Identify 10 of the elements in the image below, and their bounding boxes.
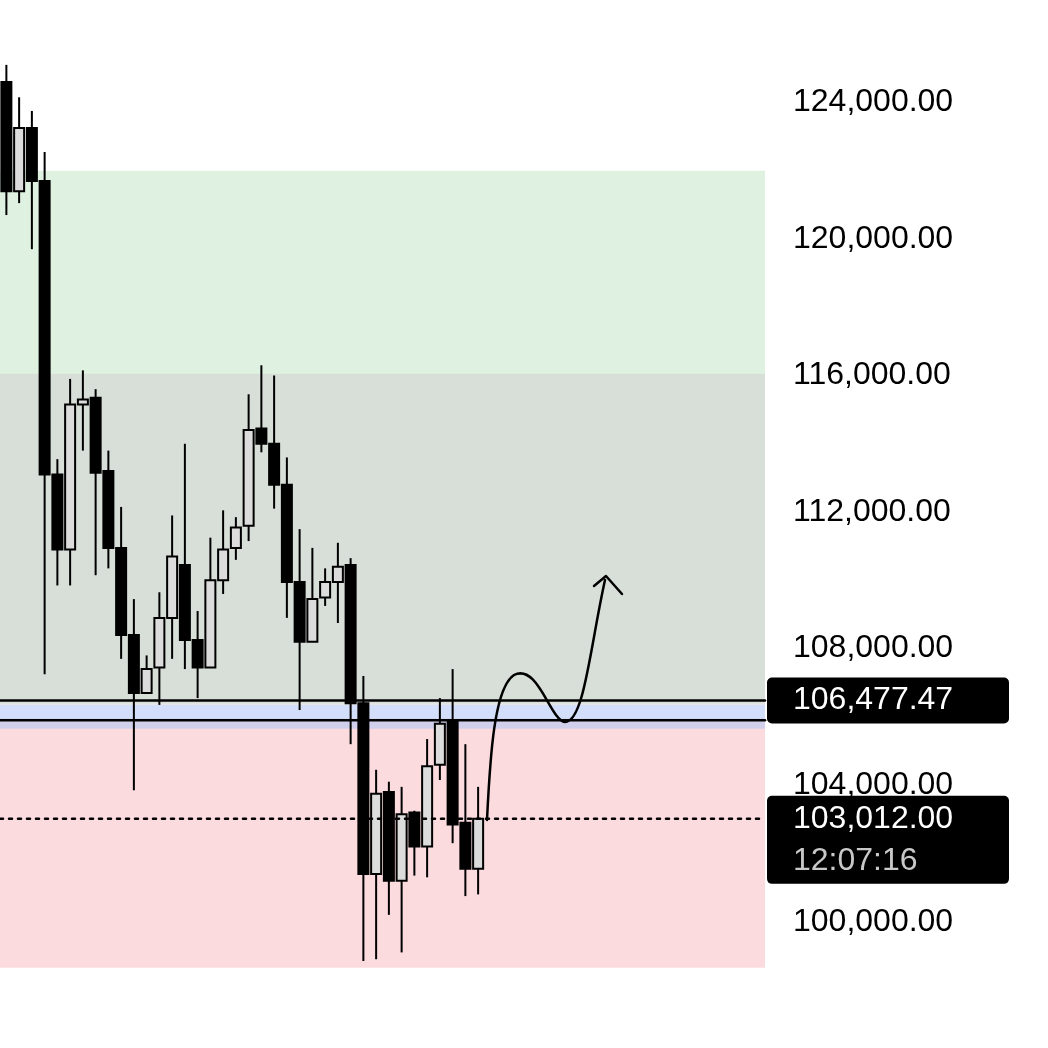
y-tick-label: 104,000.00 — [793, 764, 954, 801]
ref-line-label: 103,012.00 — [793, 798, 954, 835]
y-tick-label: 108,000.00 — [793, 628, 954, 665]
y-tick-label: 100,000.00 — [793, 901, 954, 938]
y-tick-label: 124,000.00 — [793, 82, 954, 119]
y-tick-label: 120,000.00 — [793, 218, 954, 255]
y-tick-label: 116,000.00 — [793, 355, 951, 392]
y-tick-label: 112,000.00 — [793, 491, 951, 528]
text: 12:07:16 — [793, 840, 918, 877]
ref-line-label: 106,477.47 — [793, 680, 954, 717]
